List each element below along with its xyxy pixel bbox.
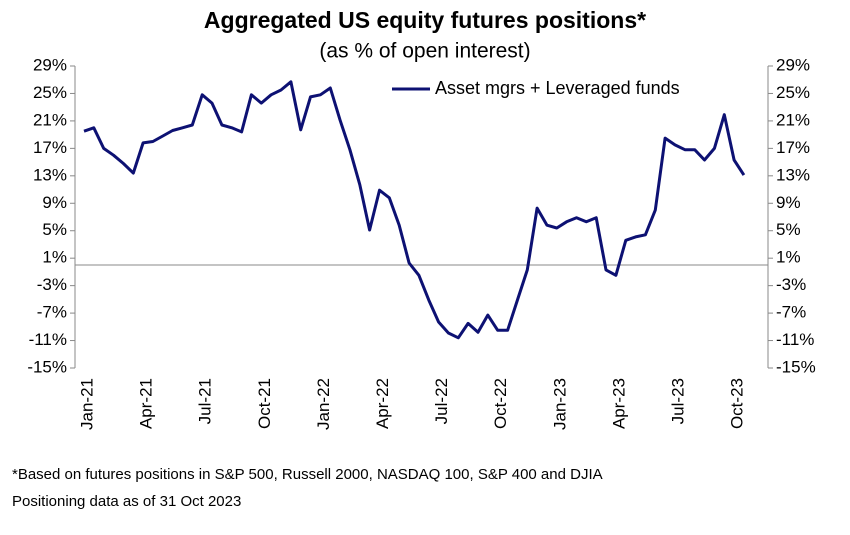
y2-tick-label: -7%	[776, 303, 806, 322]
series-line	[83, 80, 746, 340]
y-tick-label: 25%	[33, 83, 67, 102]
x-tick-label: Jul-23	[668, 378, 687, 424]
y-tick-label: -3%	[37, 275, 67, 294]
y2-tick-label: 25%	[776, 83, 810, 102]
y-tick-label: 17%	[33, 138, 67, 157]
legend-label: Asset mgrs + Leveraged funds	[435, 78, 680, 98]
x-tick-label: Jan-21	[77, 378, 96, 430]
y2-tick-label: -11%	[776, 330, 814, 349]
x-tick-label: Jan-23	[550, 378, 569, 430]
y-tick-label: 9%	[42, 193, 67, 212]
y2-tick-label: 5%	[776, 220, 801, 239]
x-tick-label: Oct-22	[491, 378, 510, 429]
x-tick-label: Oct-21	[255, 378, 274, 429]
x-tick-label: Apr-23	[609, 378, 628, 429]
y2-tick-label: 29%	[776, 55, 810, 74]
y-tick-label: -15%	[27, 357, 67, 376]
y2-tick-label: 21%	[776, 110, 810, 129]
footnote: Positioning data as of 31 Oct 2023	[12, 493, 241, 510]
x-tick-label: Jul-22	[432, 378, 451, 424]
chart-subtitle: (as % of open interest)	[319, 40, 530, 63]
y-tick-label: 29%	[33, 55, 67, 74]
y2-tick-label: 9%	[776, 193, 801, 212]
y2-tick-label: -3%	[776, 275, 806, 294]
y-tick-label: 1%	[42, 248, 67, 267]
y2-tick-label: -15%	[776, 357, 816, 376]
x-tick-label: Jan-22	[314, 378, 333, 430]
y2-tick-label: 13%	[776, 165, 810, 184]
x-tick-label: Jul-21	[196, 378, 215, 424]
y-tick-label: 13%	[33, 165, 67, 184]
chart-title: Aggregated US equity futures positions*	[204, 7, 646, 33]
y-tick-label: -11%	[29, 330, 67, 349]
y-tick-label: 21%	[33, 110, 67, 129]
x-tick-label: Apr-22	[373, 378, 392, 429]
y-tick-label: -7%	[37, 303, 67, 322]
x-tick-label: Apr-21	[137, 378, 156, 429]
y-tick-label: 5%	[42, 220, 67, 239]
x-tick-label: Oct-23	[728, 378, 747, 429]
footnote: *Based on futures positions in S&P 500, …	[12, 466, 603, 483]
y2-tick-label: 17%	[776, 138, 810, 157]
y2-tick-label: 1%	[776, 248, 801, 267]
